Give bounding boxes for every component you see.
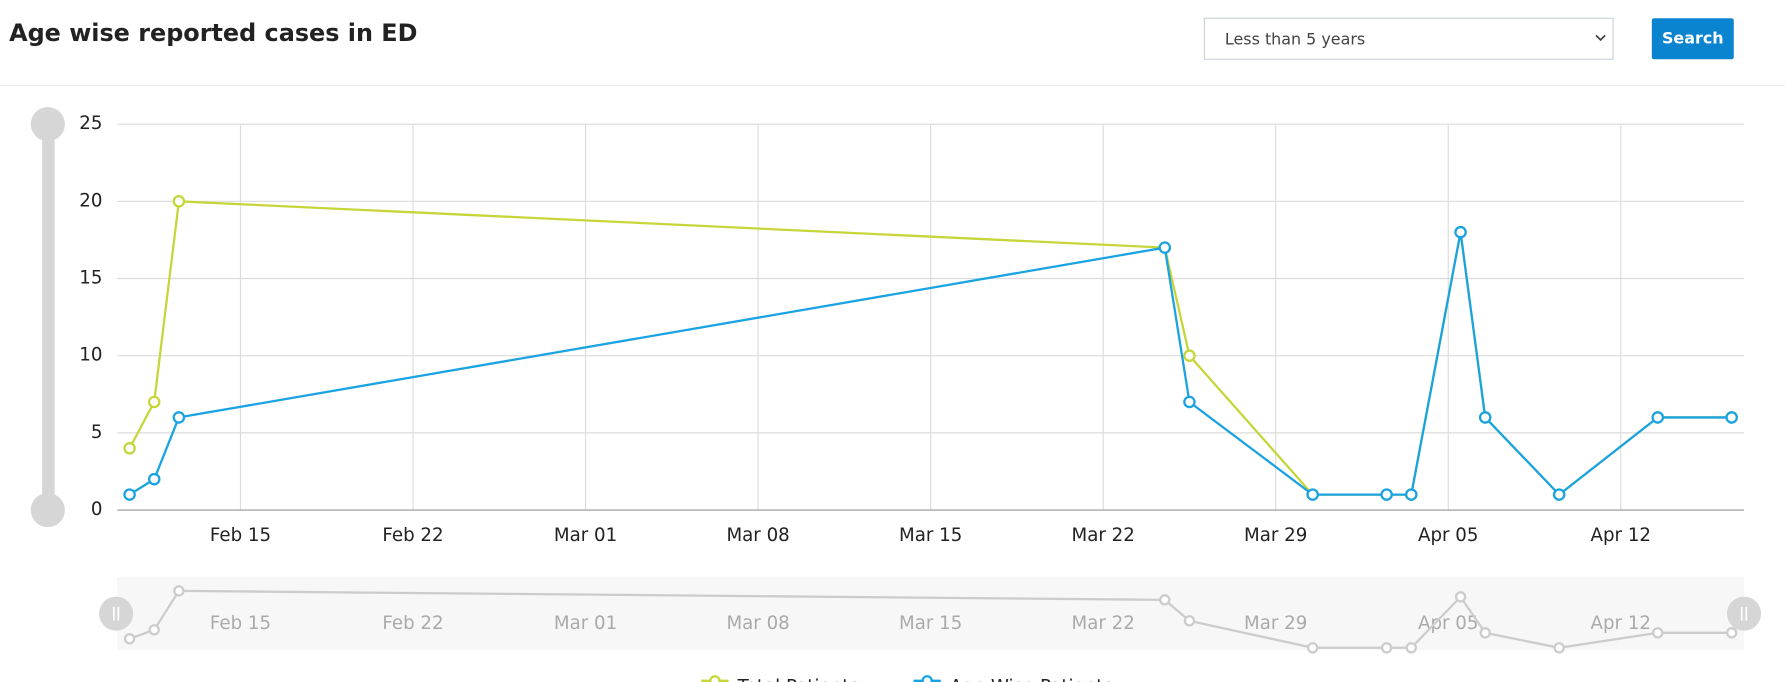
series-line-point: [1651, 411, 1665, 424]
navigator-tick-label: Feb 15: [210, 613, 271, 634]
navigator-tick-label: Apr 12: [1591, 613, 1651, 634]
series-line-point: [1380, 488, 1393, 501]
y-tick-label: 15: [79, 268, 102, 289]
x-tick-label: Mar 08: [726, 525, 789, 546]
navigator-line-point: [123, 633, 136, 645]
select-caret: [1595, 34, 1606, 42]
page-title: Age wise reported cases in ED: [9, 19, 417, 47]
x-tick-label: Feb 15: [210, 525, 271, 546]
x-tick-label: Mar 22: [1072, 525, 1135, 546]
navigator-tick-label: Mar 22: [1072, 613, 1135, 634]
y-tick-label: 20: [79, 190, 102, 211]
navigator-handle[interactable]: [1726, 596, 1762, 631]
navigator-line-point: [1405, 642, 1417, 654]
navigator-tick-label: Mar 08: [726, 613, 789, 634]
navigator-line-point: [173, 585, 185, 597]
legend-symbol-point[interactable]: [921, 675, 933, 682]
navigator-line-point: [1479, 627, 1491, 639]
navigator-line-point: [1306, 642, 1319, 654]
x-tick-label: Mar 15: [899, 525, 962, 546]
y-tick-label: 10: [79, 345, 102, 366]
series-line-point: [1454, 225, 1467, 239]
navigator-tick-label: Mar 01: [554, 613, 617, 634]
x-tick-label: Feb 22: [382, 525, 443, 546]
y-scroll-handle[interactable]: [30, 107, 65, 142]
x-tick-label: Mar 01: [554, 525, 617, 546]
age-select-value: Less than 5 years: [1225, 29, 1365, 48]
series-line-point: [123, 442, 136, 455]
search-button[interactable]: [1651, 18, 1734, 60]
series-line-point: [1158, 241, 1172, 254]
age-select[interactable]: [1203, 17, 1614, 60]
legend-label[interactable]: Total Patients: [737, 677, 859, 682]
navigator-handle-grip: [112, 606, 120, 621]
series-line-point: [1405, 488, 1418, 501]
series-line-point: [1306, 488, 1319, 501]
navigator-tick-label: Mar 29: [1244, 613, 1307, 634]
legend-label[interactable]: Age Wise Patients: [950, 677, 1113, 682]
y-tick-label: 5: [91, 422, 103, 443]
x-tick-label: Apr 12: [1591, 525, 1651, 546]
y-scrollbar[interactable]: [42, 124, 55, 511]
navigator-tick-label: Mar 15: [899, 613, 962, 634]
navigator-line-point: [1183, 615, 1196, 627]
search-button-label: Search: [1662, 28, 1724, 47]
series-line-point: [1183, 349, 1196, 362]
navigator-line-point: [1454, 591, 1467, 603]
x-tick-label: Mar 29: [1244, 525, 1307, 546]
navigator-line-point: [1553, 642, 1565, 654]
navigator-tick-label: Feb 22: [382, 613, 443, 634]
navigator-line-point: [1159, 594, 1171, 606]
navigator-line-point: [1652, 627, 1664, 639]
series-line-point: [172, 195, 186, 208]
navigator-line-point: [148, 624, 160, 636]
navigator-tick-label: Apr 05: [1418, 613, 1478, 634]
series-line-point: [123, 488, 136, 501]
x-tick-label: Apr 05: [1418, 525, 1478, 546]
series-line-point: [147, 395, 161, 409]
y-tick-label: 0: [91, 499, 103, 520]
series-line-point: [1478, 411, 1492, 424]
legend-symbol-point[interactable]: [709, 675, 721, 682]
y-scroll-handle[interactable]: [30, 492, 65, 528]
series-line-point: [1725, 411, 1738, 424]
series-line-point: [1552, 488, 1566, 501]
series-line-point: [172, 411, 186, 424]
series-line-point: [147, 472, 161, 486]
navigator-handle-grip: [1740, 606, 1748, 621]
navigator-line-point: [1726, 627, 1738, 639]
y-tick-label: 25: [79, 113, 102, 134]
navigator-handle[interactable]: [99, 596, 134, 631]
series-line-point: [1183, 395, 1196, 409]
navigator-line-point: [1380, 642, 1393, 654]
